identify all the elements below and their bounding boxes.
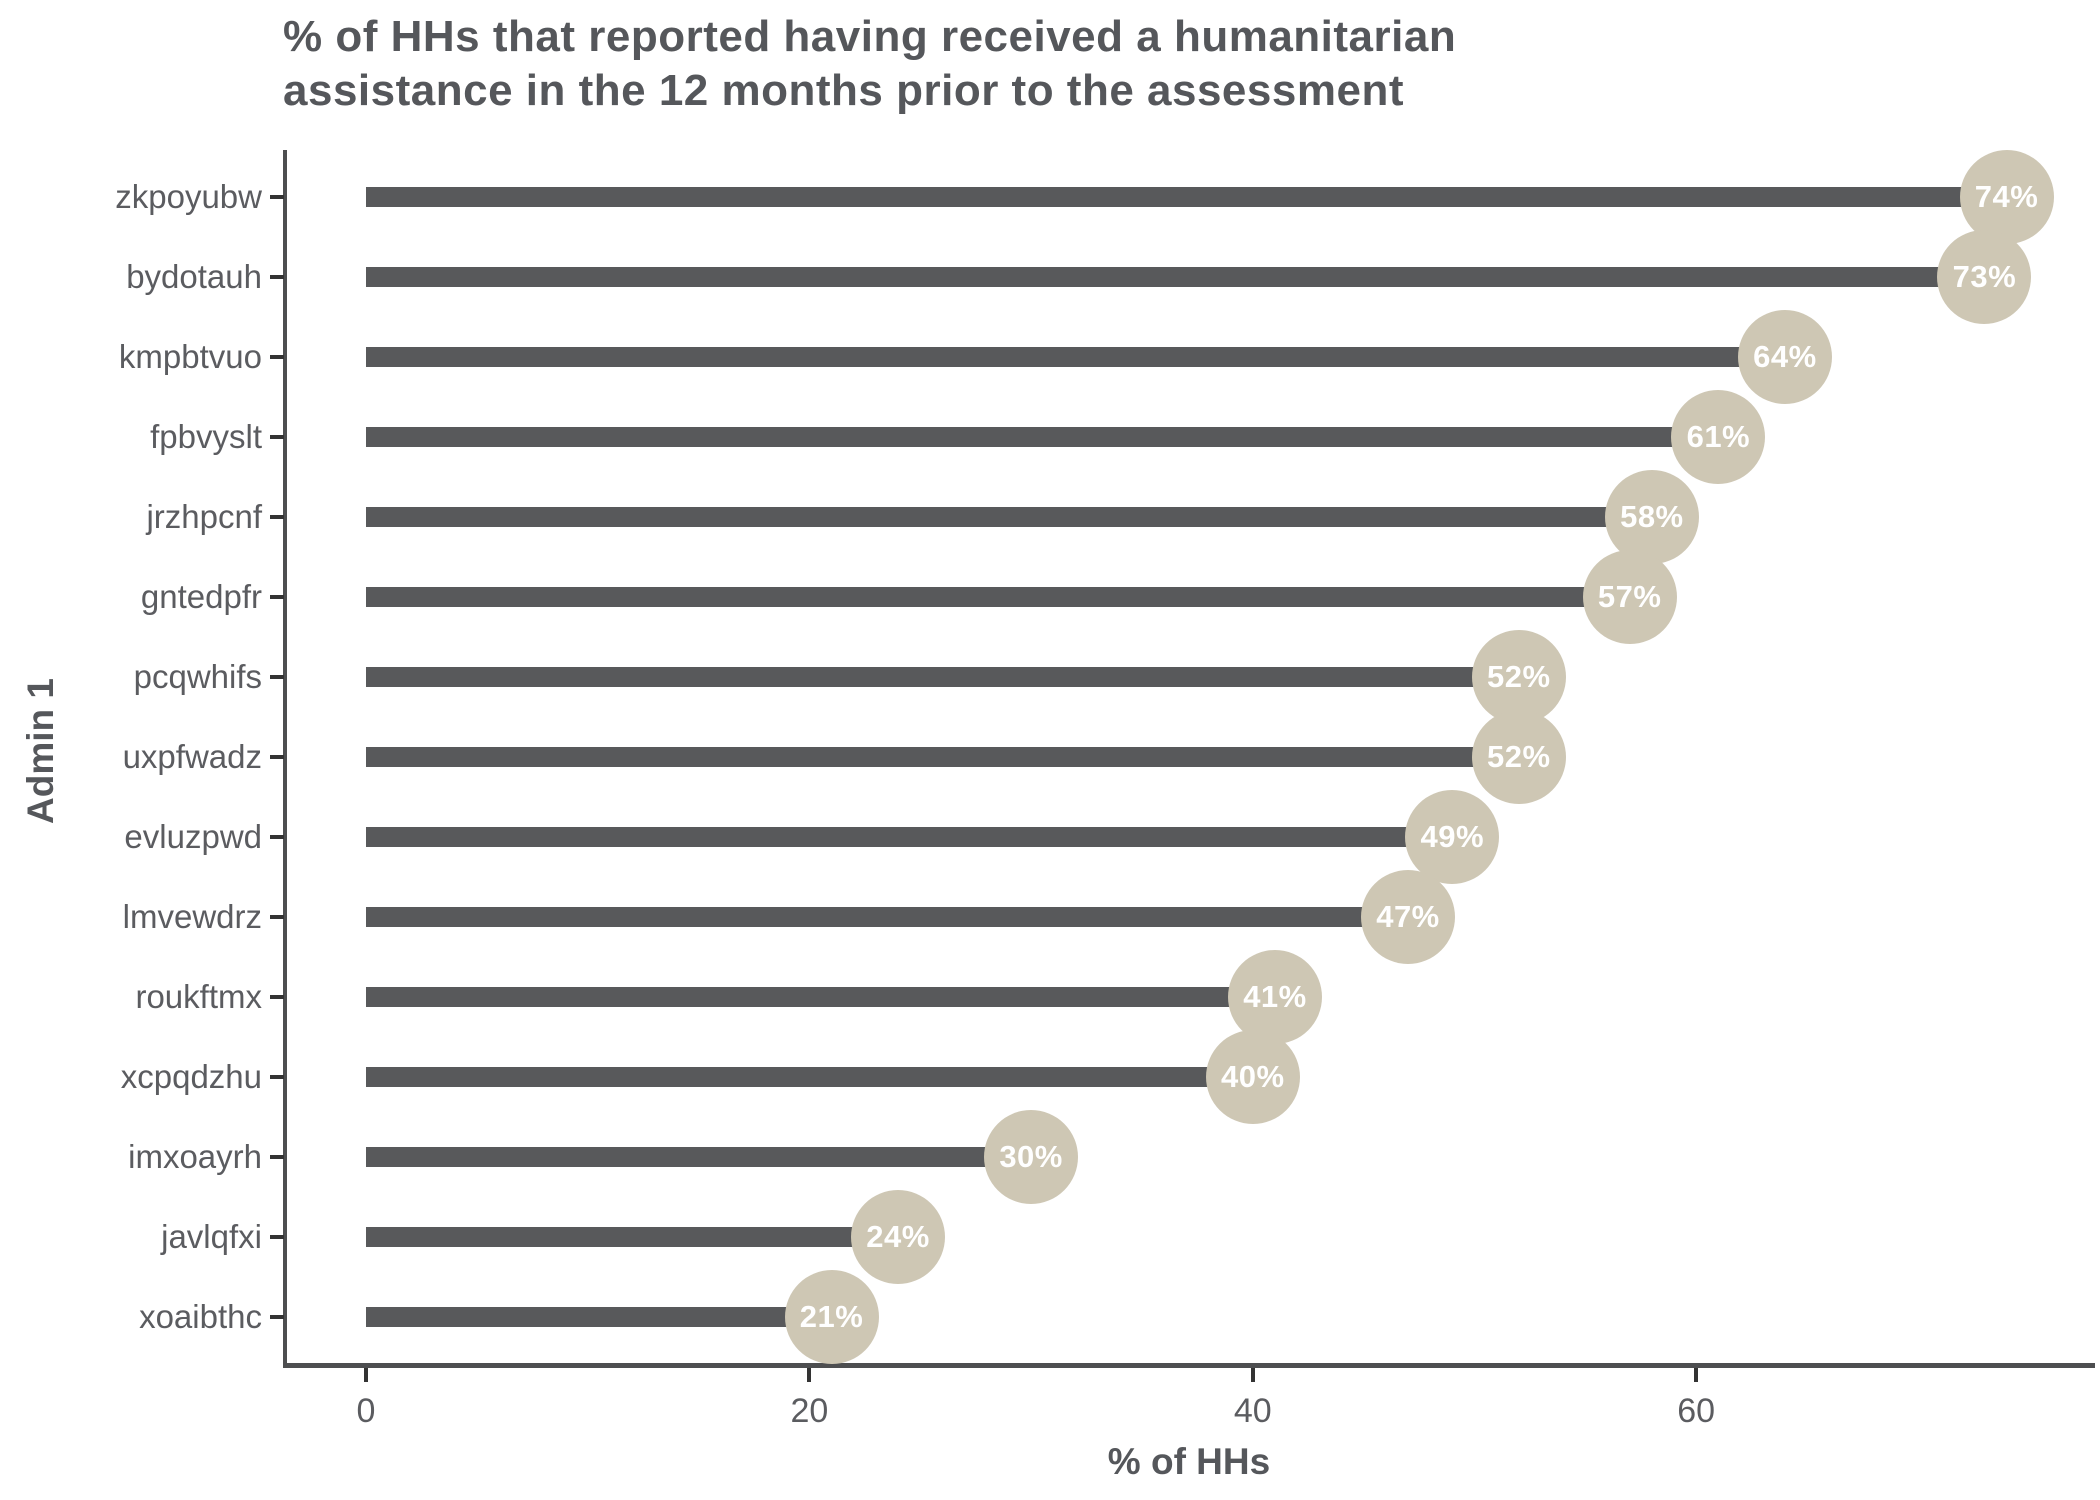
x-axis-tick-mark	[807, 1368, 812, 1382]
bar	[366, 747, 1519, 767]
value-marker: 73%	[1937, 230, 2032, 324]
value-marker: 52%	[1471, 630, 1566, 724]
value-label: 49%	[1420, 819, 1485, 854]
bar	[366, 427, 1719, 447]
y-axis-category-label: zkpoyubw	[115, 178, 262, 215]
value-label: 57%	[1597, 579, 1662, 614]
y-axis-category-label: lmvewdrz	[122, 898, 262, 935]
y-axis-category-label: jrzhpcnf	[146, 498, 262, 535]
x-axis-tick-label: 40	[1233, 1392, 1272, 1430]
bar	[366, 347, 1785, 367]
value-label: 58%	[1620, 499, 1684, 534]
x-axis-title: % of HHs	[1107, 1441, 1271, 1482]
y-axis-category-label: xoaibthc	[139, 1298, 262, 1335]
x-axis-tick-mark	[364, 1368, 368, 1382]
y-axis-category-label: xcpqdzhu	[120, 1058, 262, 1095]
value-marker: 74%	[1959, 150, 2054, 244]
chart-title-line2: assistance in the 12 months prior to the…	[283, 66, 1404, 115]
y-axis-category-label: pcqwhifs	[133, 658, 262, 695]
value-label: 61%	[1686, 419, 1751, 454]
y-axis-tick-mark	[270, 355, 284, 359]
value-marker: 47%	[1360, 870, 1455, 964]
y-axis-category-label: bydotauh	[126, 258, 262, 295]
value-label: 52%	[1487, 659, 1551, 694]
bar	[366, 1067, 1253, 1087]
value-marker: 58%	[1604, 470, 1699, 564]
value-label: 73%	[1952, 259, 2017, 294]
y-axis-tick-mark	[270, 755, 284, 759]
value-label: 41%	[1243, 979, 1307, 1014]
bar	[366, 1307, 832, 1327]
x-axis-tick-label: 60	[1677, 1392, 1716, 1430]
y-axis-tick-mark	[270, 1075, 284, 1079]
value-marker: 49%	[1405, 790, 1500, 884]
bar	[366, 667, 1519, 687]
bar	[366, 987, 1275, 1007]
y-axis-tick-mark	[270, 515, 284, 519]
y-axis-tick-mark	[270, 1155, 284, 1159]
y-axis-category-label: kmpbtvuo	[118, 338, 262, 375]
bar	[366, 827, 1453, 847]
y-axis-tick-mark	[270, 435, 284, 439]
value-marker: 57%	[1582, 550, 1677, 644]
value-marker: 30%	[984, 1110, 1079, 1204]
value-marker: 40%	[1205, 1030, 1300, 1124]
bar	[366, 1147, 1032, 1167]
value-marker: 21%	[784, 1270, 879, 1364]
value-marker: 64%	[1737, 310, 1832, 404]
y-axis-tick-mark	[270, 995, 284, 999]
bar	[366, 187, 2007, 207]
bar	[366, 587, 1630, 607]
y-axis-tick-mark	[270, 275, 284, 279]
value-label: 64%	[1753, 339, 1817, 374]
y-axis-category-label: uxpfwadz	[122, 738, 262, 775]
value-label: 30%	[999, 1139, 1063, 1174]
y-axis-line	[283, 150, 287, 1367]
bar	[366, 907, 1408, 927]
value-label: 40%	[1221, 1059, 1285, 1094]
y-axis-category-label: fpbvyslt	[150, 418, 262, 455]
chart-title-line1: % of HHs that reported having received a…	[283, 12, 1457, 61]
y-axis-tick-mark	[270, 1235, 284, 1239]
y-axis-category-label: javlqfxi	[161, 1218, 262, 1255]
y-axis-tick-mark	[270, 195, 284, 199]
y-axis-category-label: evluzpwd	[124, 818, 262, 855]
bar	[366, 267, 1985, 287]
x-axis-tick-label: 20	[790, 1392, 829, 1430]
y-axis-tick-mark	[270, 595, 284, 599]
value-label: 47%	[1376, 899, 1440, 934]
bar	[366, 1227, 899, 1247]
value-label: 74%	[1974, 179, 2039, 214]
value-label: 24%	[866, 1219, 930, 1254]
y-axis-category-label: roukftmx	[135, 978, 262, 1015]
value-marker: 24%	[851, 1190, 946, 1284]
chart-title: % of HHs that reported having received a…	[283, 10, 1456, 118]
y-axis-tick-mark	[270, 835, 284, 839]
x-axis-tick-label: 0	[356, 1392, 376, 1430]
y-axis-category-label: imxoayrh	[128, 1138, 262, 1175]
x-axis-tick-mark	[1694, 1368, 1699, 1382]
bar	[366, 507, 1652, 527]
y-axis-tick-mark	[270, 915, 284, 919]
y-axis-category-label: gntedpfr	[140, 578, 262, 615]
value-label: 52%	[1487, 739, 1551, 774]
value-marker: 61%	[1671, 390, 1766, 484]
y-axis-tick-mark	[270, 1315, 284, 1319]
y-axis-tick-mark	[270, 675, 284, 679]
x-axis-tick-mark	[1250, 1368, 1255, 1382]
x-axis-line	[283, 1363, 2095, 1368]
value-marker: 41%	[1227, 950, 1322, 1044]
value-marker: 52%	[1471, 710, 1566, 804]
value-label: 21%	[799, 1299, 864, 1334]
